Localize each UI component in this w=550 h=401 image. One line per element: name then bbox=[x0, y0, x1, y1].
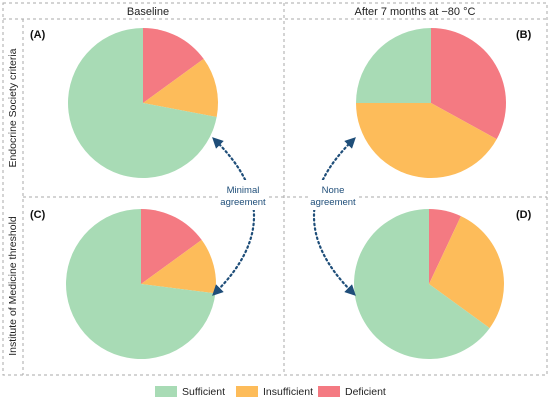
outer-border bbox=[2, 2, 548, 376]
panel-label-a: (A) bbox=[30, 29, 46, 41]
right-arrow-label-2: agreement bbox=[310, 197, 356, 208]
pie-slice-insufficient bbox=[356, 103, 497, 178]
right-arrow-label-1: None bbox=[322, 185, 345, 196]
legend-swatch-insufficient bbox=[236, 386, 258, 397]
panel-label-c: (C) bbox=[30, 209, 46, 221]
pie-slice-insufficient bbox=[143, 58, 218, 118]
panel-grid bbox=[2, 2, 548, 376]
pie-chart-d bbox=[354, 209, 504, 359]
legend-label-deficient: Deficient bbox=[345, 386, 386, 398]
pie-slice-insufficient bbox=[141, 239, 217, 294]
pie-slice-deficient bbox=[431, 28, 506, 140]
pie-slice-sufficient bbox=[356, 28, 431, 103]
legend: Sufficient Insufficient Deficient bbox=[155, 386, 386, 398]
pie-slice-deficient bbox=[429, 209, 461, 284]
agreement-arrow-right bbox=[312, 137, 356, 296]
pie-slice-sufficient bbox=[66, 209, 216, 360]
left-arrow-label-1: Minimal bbox=[227, 185, 260, 196]
panel-label-b: (B) bbox=[516, 29, 532, 41]
pie-chart-a bbox=[67, 28, 218, 178]
column-header-after-storage: After 7 months at −80 °C bbox=[355, 6, 476, 18]
row-header-iom: Institute of Medicine threshold bbox=[7, 216, 19, 356]
legend-swatch-sufficient bbox=[155, 386, 177, 397]
pie-slice-sufficient bbox=[67, 28, 217, 178]
pie-slice-insufficient bbox=[429, 216, 504, 329]
panel-label-d: (D) bbox=[516, 209, 532, 221]
legend-label-insufficient: Insufficient bbox=[263, 386, 313, 398]
row-header-endocrine: Endocrine Society criteria bbox=[7, 48, 19, 167]
legend-swatch-deficient bbox=[318, 386, 340, 397]
column-header-baseline: Baseline bbox=[127, 6, 169, 18]
pie-chart-c bbox=[66, 209, 217, 360]
right-label-bg bbox=[308, 180, 358, 210]
pie-slice-deficient bbox=[141, 209, 202, 284]
legend-label-sufficient: Sufficient bbox=[182, 386, 225, 398]
agreement-arrow-left bbox=[212, 137, 256, 296]
pie-slice-deficient bbox=[143, 28, 204, 103]
left-label-bg bbox=[218, 180, 268, 210]
pie-chart-b bbox=[356, 28, 506, 178]
left-arrow-label-2: agreement bbox=[220, 197, 266, 208]
pie-slice-sufficient bbox=[354, 209, 490, 359]
